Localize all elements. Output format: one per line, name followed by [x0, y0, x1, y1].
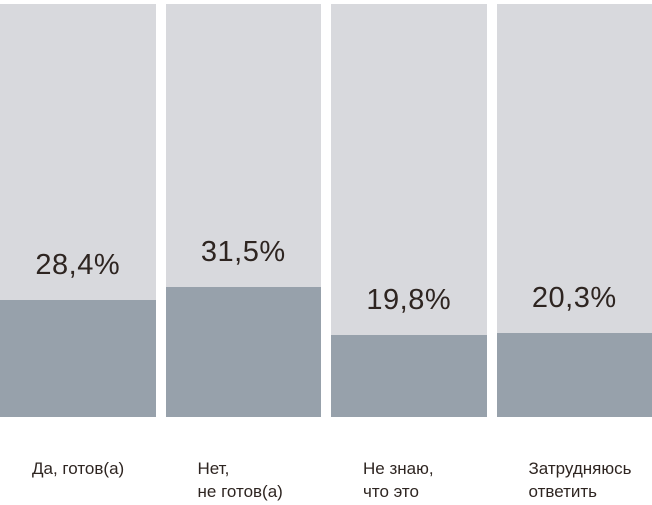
bar-column-yes: 28,4% Да, готов(а): [0, 4, 156, 505]
bar-fill: [165, 286, 321, 417]
bar-value-label: 20,3%: [531, 282, 617, 315]
bar-fill: [0, 299, 156, 417]
bar-track: 31,5%: [165, 4, 321, 417]
bar-value-label: 31,5%: [200, 235, 286, 268]
category-label: Нет, не готов(а): [197, 459, 283, 501]
bar-fill: [331, 335, 487, 417]
bar-column-dont-know: 19,8% Не знаю, что это: [331, 4, 487, 505]
bar-value-label: 28,4%: [35, 248, 121, 281]
category-label: Да, готов(а): [32, 459, 125, 478]
bar-value-label: 19,8%: [366, 284, 452, 317]
category-label: Затрудняюсь ответить: [528, 459, 632, 501]
bar-track: 19,8%: [331, 4, 487, 417]
bar-track: 20,3%: [496, 4, 652, 417]
bar-column-no: 31,5% Нет, не готов(а): [165, 4, 321, 505]
bar-track: 28,4%: [0, 4, 156, 417]
bar-column-hard-to-answer: 20,3% Затрудняюсь ответить: [496, 4, 652, 505]
bar-fill: [496, 333, 652, 417]
category-label: Не знаю, что это: [363, 459, 434, 501]
